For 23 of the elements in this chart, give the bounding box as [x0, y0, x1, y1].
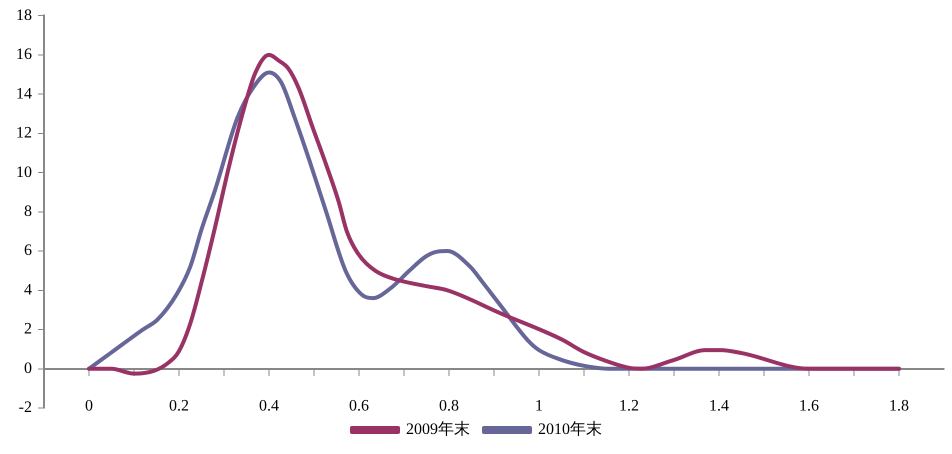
x-tick-label: 1.6: [799, 398, 819, 415]
y-tick-label: 2: [24, 320, 32, 338]
x-tick-label: 0.4: [259, 398, 279, 415]
x-tick-label: 1.2: [619, 398, 639, 415]
x-tick-label: 0.8: [439, 398, 459, 415]
y-tick-label: 14: [16, 85, 32, 102]
x-tick-label: 0: [85, 398, 93, 415]
y-tick-label: -2: [18, 399, 32, 416]
y-tick-label: 18: [16, 6, 32, 24]
x-tick-label: 0.6: [349, 398, 369, 415]
y-tick-label: 4: [24, 281, 32, 298]
y-tick-label: 12: [16, 124, 32, 142]
x-tick-label: 1: [535, 398, 543, 415]
y-tick-label: 0: [24, 360, 32, 377]
x-tick-label: 1.8: [889, 398, 909, 415]
y-tick-label: 6: [24, 242, 32, 260]
x-tick-label: 1.4: [709, 398, 729, 415]
y-tick-label: 10: [16, 164, 32, 181]
y-tick-label: 16: [16, 46, 32, 64]
legend-label: 2009年末: [406, 420, 470, 438]
x-tick-label: 0.2: [169, 398, 189, 415]
legend-label: 2010年末: [538, 420, 602, 438]
y-tick-label: 8: [24, 203, 32, 220]
